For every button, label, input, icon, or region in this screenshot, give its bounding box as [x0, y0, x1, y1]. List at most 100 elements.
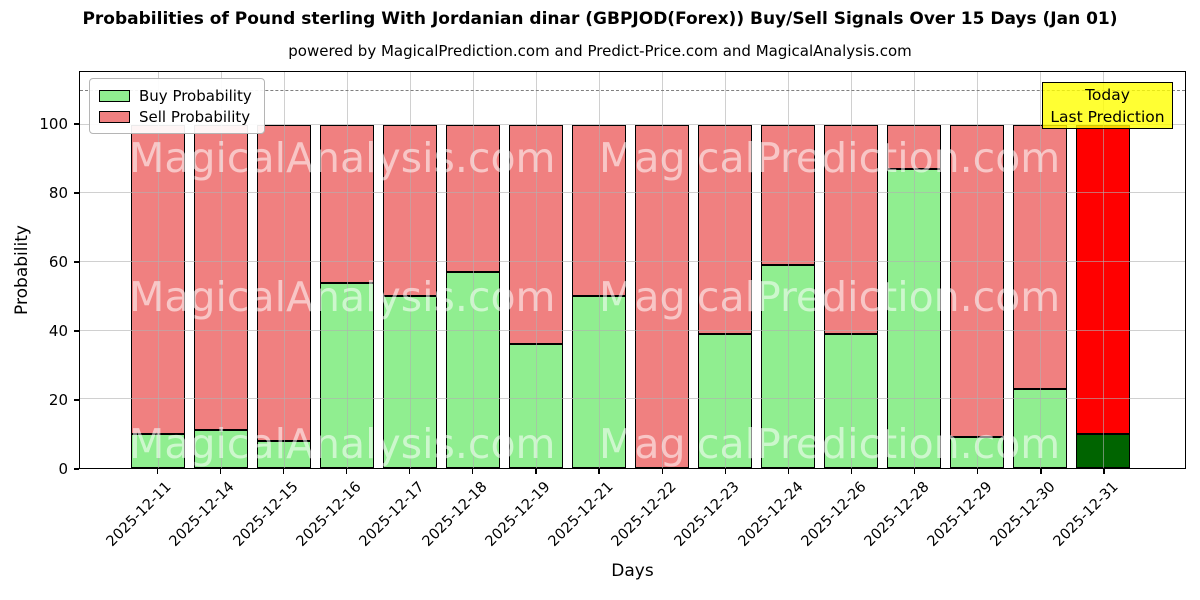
h-gridline-20: [80, 398, 1185, 400]
y-tick-label: 0: [58, 460, 68, 478]
x-tick: 2025-12-23: [672, 469, 756, 589]
v-gridline: [913, 72, 915, 468]
x-axis-label: Days: [611, 561, 654, 581]
h-gridline-40: [80, 329, 1185, 331]
bar-slot: [1008, 72, 1071, 468]
v-gridline: [409, 72, 411, 468]
y-tick-label: 40: [48, 321, 68, 340]
bars-container: [80, 72, 1185, 468]
bar-slot: [819, 72, 882, 468]
bar-slot: [1071, 72, 1134, 468]
h-gridline-80: [80, 192, 1185, 194]
x-tick-mark: [282, 469, 285, 474]
v-gridline: [724, 72, 726, 468]
watermark-text: MagicalAnalysis.com: [129, 273, 556, 321]
bar-slot: [756, 72, 819, 468]
y-tick-mark: [74, 123, 79, 125]
v-gridline: [598, 72, 600, 468]
bar-slot: [882, 72, 945, 468]
bar-slot: [378, 72, 441, 468]
chart-title: Probabilities of Pound sterling With Jor…: [82, 9, 1118, 29]
x-tick-label: 2025-12-11: [103, 479, 175, 550]
bar-slot: [693, 72, 756, 468]
x-tick: 2025-12-15: [230, 469, 314, 589]
v-gridline: [157, 72, 159, 468]
buy-swatch-icon: [99, 89, 130, 102]
today-annotation-line1: Today: [1085, 85, 1130, 104]
y-tick-label: 80: [48, 183, 68, 202]
bar-slot: [441, 72, 504, 468]
legend-item-sell: Sell Probability: [99, 106, 252, 127]
bar-slot: [252, 72, 315, 468]
x-tick: 2025-12-16: [293, 469, 377, 589]
x-tick: 2025-12-24: [735, 469, 819, 589]
x-tick-mark: [156, 469, 158, 474]
bar-slot: [189, 72, 252, 468]
h-gridline-60: [80, 260, 1185, 262]
x-tick-mark: [1103, 469, 1105, 474]
x-tick: 2025-12-18: [420, 469, 504, 589]
x-tick: 2025-12-31: [1051, 469, 1135, 589]
x-tick-mark: [850, 469, 853, 474]
v-gridline: [976, 72, 978, 468]
legend: Buy Probability Sell Probability: [89, 78, 265, 134]
plot-area: MagicalAnalysis.com MagicalPrediction.com…: [79, 71, 1186, 469]
x-tick: 2025-12-28: [861, 469, 946, 589]
v-gridline: [535, 72, 537, 468]
y-tick-mark: [74, 399, 79, 401]
bar-slot: [567, 72, 630, 468]
x-tick: 2025-12-30: [988, 469, 1072, 589]
x-tick-mark: [409, 469, 411, 474]
x-tick: 2025-12-11: [104, 469, 188, 589]
today-annotation-box: Today Last Prediction: [1042, 82, 1173, 129]
legend-item-buy: Buy Probability: [99, 85, 252, 106]
watermark-text: MagicalPrediction.com: [599, 420, 1061, 468]
y-tick-mark: [74, 261, 79, 263]
v-gridline: [346, 72, 348, 468]
y-axis-label: Probability: [12, 225, 32, 315]
legend-label-buy: Buy Probability: [139, 86, 252, 105]
x-tick-mark: [661, 469, 663, 474]
y-tick-mark: [74, 468, 79, 470]
x-tick-mark: [219, 469, 221, 474]
y-axis: 0 20 40 60 80 100: [0, 71, 79, 478]
watermark-text: MagicalAnalysis.com: [129, 420, 556, 468]
x-tick: 2025-12-14: [167, 469, 251, 589]
v-gridline: [1039, 72, 1041, 468]
y-tick-label: 20: [48, 390, 68, 409]
v-gridline: [661, 72, 663, 468]
sell-swatch-icon: [99, 110, 130, 123]
x-tick: 2025-12-26: [798, 469, 882, 589]
v-gridline: [283, 72, 285, 468]
x-tick-mark: [724, 469, 726, 474]
x-tick-mark: [977, 469, 979, 474]
y-axis-label-wrap: Probability: [4, 190, 40, 350]
bar-slot: [945, 72, 1008, 468]
x-tick-mark: [598, 469, 600, 474]
x-tick-mark: [787, 469, 790, 474]
threshold-dashed-line: [80, 90, 1185, 92]
x-tick: 2025-12-29: [925, 469, 1009, 589]
bar-slot: [504, 72, 567, 468]
x-tick-mark: [535, 469, 537, 474]
bar-slot: [315, 72, 378, 468]
legend-label-sell: Sell Probability: [139, 107, 251, 126]
chart-subtitle: powered by MagicalPrediction.com and Pre…: [288, 42, 912, 60]
y-tick-mark: [74, 330, 79, 332]
v-gridline: [787, 72, 789, 468]
watermark-text: MagicalPrediction.com: [599, 134, 1061, 182]
y-tick-label: 100: [39, 114, 68, 133]
v-gridline: [850, 72, 852, 468]
x-tick: 2025-12-21: [546, 469, 630, 589]
bar-slot: [630, 72, 693, 468]
x-tick: 2025-12-17: [356, 469, 441, 589]
today-annotation-line2: Last Prediction: [1050, 107, 1165, 126]
v-gridline: [472, 72, 474, 468]
x-tick-mark: [472, 469, 474, 474]
x-tick-mark: [1040, 469, 1042, 474]
x-tick: 2025-12-22: [609, 469, 693, 589]
x-tick-mark: [345, 469, 348, 474]
watermark-text: MagicalAnalysis.com: [129, 134, 556, 182]
x-tick-mark: [914, 469, 916, 474]
y-tick-label: 60: [48, 252, 68, 271]
